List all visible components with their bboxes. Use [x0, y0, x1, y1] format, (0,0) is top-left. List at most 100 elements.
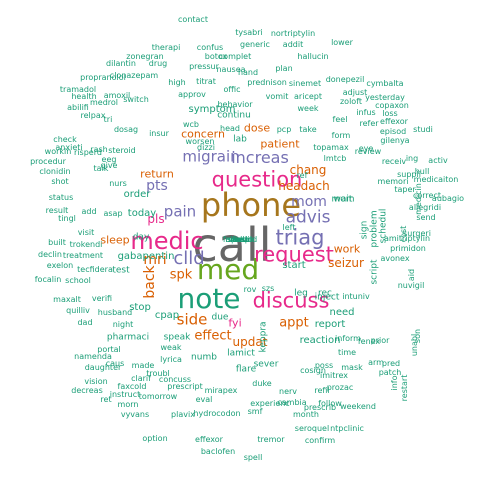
word-pred: pred [381, 359, 401, 368]
word-follow: follow [318, 399, 342, 408]
word-speak: speak [163, 332, 191, 343]
word-therapi: therapi [151, 43, 181, 52]
word-copaxon: copaxon [375, 101, 409, 110]
word-allegridi: allegridi [408, 203, 442, 212]
word-steroid: steroid [108, 146, 136, 155]
word-memori: memori [377, 177, 409, 186]
word-rec: rec [318, 288, 332, 299]
word-concern: concern [181, 127, 225, 141]
word-prescrib: prescrib [303, 403, 337, 412]
word-mirapex: mirapex [204, 386, 238, 395]
word-quilliv: quilliv [66, 306, 90, 315]
word-weekend: weekend [340, 402, 376, 411]
word-gilenya: gilenya [380, 136, 410, 145]
word-lamict: lamict [227, 348, 255, 359]
word-abilifi: abilifi [67, 103, 89, 112]
word-wcb: wcb [182, 120, 200, 129]
word-prescript: prescript [167, 382, 203, 391]
word-son: son [413, 328, 422, 344]
word-lower: lower [331, 38, 353, 47]
word-shot: shot [51, 177, 69, 186]
word-anxieti: anxieti [55, 143, 83, 152]
word-fenex: fenex [357, 337, 381, 346]
word-aubagio: aubagio [431, 194, 465, 203]
word-addit: addit [282, 40, 304, 49]
word-ntpclinic: ntpclinic [330, 424, 364, 433]
word-inform: inform [335, 334, 361, 343]
word-procedur: procedur [30, 157, 66, 166]
word-donepezil: donepezil [325, 75, 365, 84]
word-take: take [299, 125, 317, 134]
word-high: high [168, 78, 186, 87]
word-maxalt: maxalt [53, 295, 81, 304]
word-clonidin: clonidin [39, 167, 71, 176]
word-faxcold: faxcold [117, 382, 147, 391]
word-need: need [329, 307, 355, 318]
word-yesterday: yesterday [365, 93, 405, 102]
word-zoloft: zoloft [339, 97, 363, 106]
word-seizur: seizur [328, 256, 364, 270]
word-increas: increas [231, 148, 289, 167]
word-contact: contact [178, 15, 208, 24]
word-declin: declin [38, 250, 62, 259]
word-sinemet: sinemet [288, 79, 322, 88]
word-aricept: aricept [294, 92, 322, 101]
word-dilantin: dilantin [106, 59, 136, 68]
word-rov: rov [243, 285, 257, 294]
word-muscl: muscl [228, 235, 252, 244]
word-activ: activ [428, 156, 448, 165]
word-vomit: vomit [265, 92, 289, 101]
word-medrol: medrol [89, 98, 119, 107]
word-asap: asap [103, 209, 123, 218]
word-info: info [390, 375, 399, 391]
word-nortriptylin: nortriptylin [270, 29, 316, 38]
word-inject: inject [314, 292, 340, 303]
word-med: med [196, 253, 260, 286]
word-focalin: focalin [34, 275, 62, 284]
word-script: script [369, 259, 380, 285]
word-portal: portal [97, 345, 121, 354]
word-send: send [416, 213, 436, 222]
word-cost: cost [399, 225, 408, 243]
word-confirm: confirm [304, 436, 336, 445]
word-today: today [127, 208, 157, 219]
word-treatment: treatment [62, 251, 104, 260]
word-medicaiton: medicaiton [413, 175, 459, 184]
word-relpax: relpax [80, 111, 106, 120]
word-infus: infus [356, 108, 376, 117]
word-eeg: eeg [101, 155, 117, 164]
word-cpap: cpap [154, 310, 180, 321]
word-dizzi: dizzi [197, 143, 215, 152]
word-pressur: pressur [189, 62, 219, 71]
word-start: start [282, 260, 306, 271]
word-tramadol: tramadol [59, 85, 97, 94]
word-call: call [192, 218, 272, 272]
word-baclofen: baclofen [200, 447, 236, 456]
word-offic: offic [223, 85, 241, 94]
word-refil: refil [314, 386, 330, 395]
word-botox: botox [204, 52, 228, 61]
word-school: school [65, 276, 91, 285]
word-symptom: symptom [188, 104, 236, 115]
word-topamax: topamax [313, 143, 349, 152]
word-propranolol: propranolol [80, 73, 126, 82]
word-receiv: receiv [381, 157, 407, 166]
word-taper: taper [394, 185, 416, 194]
word-keppra: keppra [258, 321, 269, 353]
word-insur: insur [230, 235, 250, 244]
word-clarif: clarif [131, 374, 151, 383]
word-mri: mri [143, 252, 167, 268]
word-lmtcb: lmtcb [323, 154, 347, 163]
word-mom: mom [331, 194, 355, 205]
word-complet: complet [218, 52, 252, 61]
word-note: note [177, 282, 241, 315]
word-prozac: prozac [326, 383, 354, 392]
word-lyrica: lyrica [160, 355, 182, 364]
word-nuvigil: nuvigil [397, 281, 425, 290]
word-tri: tri [103, 115, 113, 124]
word-caus: caus [105, 359, 125, 368]
word-hull: hull [414, 167, 430, 176]
word-eye: eye [358, 144, 374, 153]
word-failblood: failblood [222, 235, 258, 244]
word-patch: patch [378, 368, 402, 377]
